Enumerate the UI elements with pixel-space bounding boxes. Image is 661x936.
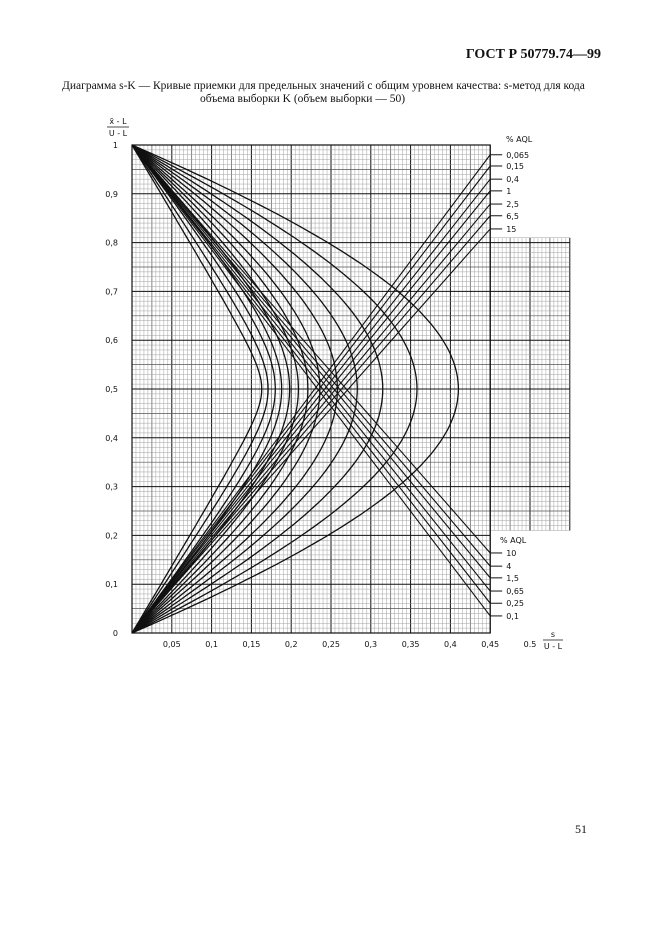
y-tick-label: 0,9 [105,190,118,199]
acceptance-curve-aql-15 [131,144,460,634]
acceptance-curve-aql-2,5 [131,144,339,634]
limit-line-aql-0,1 [131,144,491,617]
x-axis-label-denominator: U - L [544,642,563,651]
y-tick-label: 0,2 [105,531,118,540]
limit-line-aql-0,065 [131,154,491,634]
limit-line-aql-10 [131,144,491,554]
aql-label: 1,5 [506,574,519,583]
limit-line-aql-0,4 [131,178,491,634]
legend-title-lower: % AQL [500,536,527,545]
acceptance-curve-aql-4 [131,144,358,634]
x-tick-label: 0,15 [242,640,260,649]
aql-label: 15 [506,225,516,234]
plot-frame [131,144,491,634]
aql-label: 0,1 [506,612,519,621]
page-number: 51 [575,822,587,836]
limit-line-aql-0,65 [131,144,491,592]
limit-line-aql-15 [131,228,491,634]
x-tick-label: 0,25 [322,640,340,649]
y-tick-label: 0,6 [105,336,118,345]
acceptance-curve-aql-0,1 [131,144,269,634]
y-tick-label: 0,3 [105,483,118,492]
aql-label: 6,5 [506,212,519,221]
standard-number: ГОСТ Р 50779.74—99 [465,47,601,62]
acceptance-curve-aql-1 [131,144,309,634]
x-tick-label: 0,3 [364,640,377,649]
y-tick-label: 0,7 [105,287,118,296]
acceptance-curve-aql-1,5 [131,144,321,634]
x-tick-label: 0,4 [444,640,457,649]
aql-label: 0,15 [506,162,524,171]
y-axis-label-numerator: x̄ - L [109,117,127,126]
acceptance-curve-aql-6,5 [131,144,384,634]
aql-label: 0,25 [506,599,524,608]
limit-line-aql-0,25 [131,144,491,604]
limit-line-aql-2,5 [131,203,491,634]
x-axis-label-numerator: s [551,630,555,639]
aql-label: 1 [506,187,511,196]
aql-label: 0,65 [506,587,524,596]
limit-line-aql-6,5 [131,215,491,634]
x-tick-label: 0.5 [524,640,537,649]
aql-label: 0,065 [506,151,529,160]
x-tick-label: 0,2 [285,640,298,649]
limit-line-aql-1 [131,190,491,634]
limit-line-aql-0,15 [131,165,491,634]
limit-line-aql-1,5 [131,144,491,579]
aql-label: 10 [506,549,516,558]
y-tick-label: 0 [113,629,118,638]
figure-caption: Диаграмма s-K — Кривые приемки для преде… [62,80,602,106]
acceptance-curve-aql-0,65 [131,144,300,634]
x-tick-label: 0,1 [205,640,218,649]
caption-line-1: Диаграмма s-K — Кривые приемки для преде… [62,80,585,92]
acceptance-curve-aql-0,15 [131,144,276,634]
acceptance-curve-aql-0,065 [131,144,263,634]
y-axis-label-denominator: U - L [109,129,128,138]
aql-label: 4 [506,562,511,571]
y-tick-label: 1 [113,141,118,150]
x-tick-label: 0,35 [402,640,420,649]
y-tick-label: 0,8 [105,239,118,248]
aql-label: 0,4 [506,175,519,184]
caption-line-2: объема выборки K (объем выборки — 50) [200,93,406,105]
y-tick-label: 0,5 [105,385,118,394]
legend-title-upper: % AQL [506,135,533,144]
limit-line-aql-4 [131,144,491,567]
aql-label: 2,5 [506,200,519,209]
acceptance-curve-aql-10 [131,144,418,634]
x-tick-label: 0,45 [481,640,499,649]
y-tick-label: 0,1 [105,580,118,589]
x-tick-label: 0,05 [163,640,181,649]
y-tick-label: 0,4 [105,434,118,443]
